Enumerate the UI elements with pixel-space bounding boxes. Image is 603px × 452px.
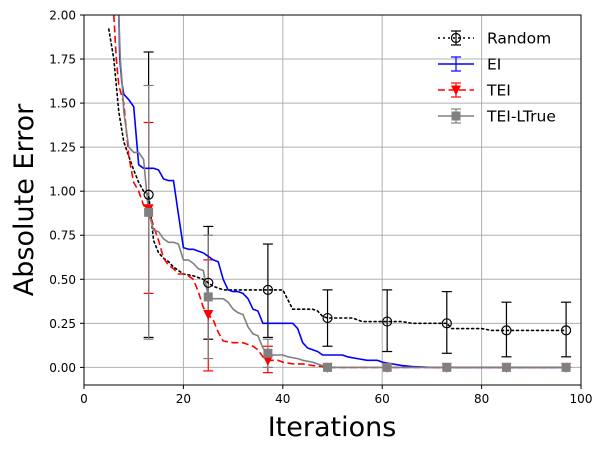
x-tick-label: 80 <box>474 392 489 406</box>
legend-item-tei-ltrue: TEI-LTrue <box>438 108 556 126</box>
marker-random <box>203 277 214 288</box>
marker-random <box>262 284 273 295</box>
x-tick-label: 0 <box>80 392 88 406</box>
errorbar-random <box>262 243 273 339</box>
legend-item-ei: EI <box>438 56 501 74</box>
legend-marker <box>451 111 461 121</box>
legend-marker <box>451 85 461 96</box>
legend: Random EI TEI TEI-LTrue <box>438 30 556 126</box>
series-line-ei <box>118 15 567 369</box>
errorbar-random <box>382 289 393 353</box>
marker-random <box>382 316 393 327</box>
marker-random <box>501 325 512 336</box>
y-axis-ticks: 0.00 0.25 0.50 0.75 1.00 1.25 1.50 1.75 2.00 <box>49 9 84 375</box>
y-tick-label: 1.25 <box>49 141 76 155</box>
series-line-tei <box>113 15 567 369</box>
y-tick-label: 1.00 <box>49 185 76 199</box>
marker-random <box>441 318 452 329</box>
marker-tei <box>262 355 273 366</box>
y-tick-label: 1.75 <box>49 53 76 67</box>
legend-marker <box>450 32 462 44</box>
x-tick-label: 100 <box>570 392 593 406</box>
y-axis-label: Absolute Error <box>9 103 40 296</box>
marker-tei-ltrue <box>323 362 333 372</box>
legend-label: EI <box>487 56 501 74</box>
y-tick-label: 0.50 <box>49 273 76 287</box>
errorbar-random <box>501 301 512 358</box>
legend-label: TEI-LTrue <box>486 108 556 126</box>
axes-frame <box>83 14 582 386</box>
legend-label: Random <box>487 30 551 48</box>
marker-random <box>560 325 572 336</box>
legend-item-random: Random <box>438 30 551 48</box>
marker-tei-ltrue <box>501 362 511 372</box>
y-tick-label: 0.75 <box>49 229 76 243</box>
x-axis-label: Iterations <box>268 412 397 443</box>
marker-tei-ltrue <box>263 348 273 358</box>
legend-item-tei: TEI <box>438 82 511 100</box>
errorbar-random <box>561 301 572 358</box>
y-tick-label: 2.00 <box>49 9 76 23</box>
legend-label: TEI <box>486 82 511 100</box>
errorbar-random <box>441 291 452 354</box>
y-tick-label: 1.50 <box>49 97 76 111</box>
x-axis-ticks: 0 20 40 60 80 100 <box>80 385 592 406</box>
plot-area <box>108 15 572 374</box>
marker-tei-ltrue <box>442 362 452 372</box>
marker-random <box>143 189 154 200</box>
y-tick-label: 0.25 <box>49 317 76 331</box>
marker-tei-ltrue <box>382 362 392 372</box>
x-tick-label: 40 <box>275 392 290 406</box>
marker-random <box>322 312 333 324</box>
marker-tei-ltrue <box>203 292 213 302</box>
y-tick-label: 0.00 <box>49 361 76 375</box>
marker-tei <box>203 310 214 321</box>
x-tick-label: 20 <box>176 392 191 406</box>
marker-tei-ltrue <box>561 362 571 372</box>
x-tick-label: 60 <box>375 392 390 406</box>
marker-tei-ltrue <box>144 207 154 217</box>
